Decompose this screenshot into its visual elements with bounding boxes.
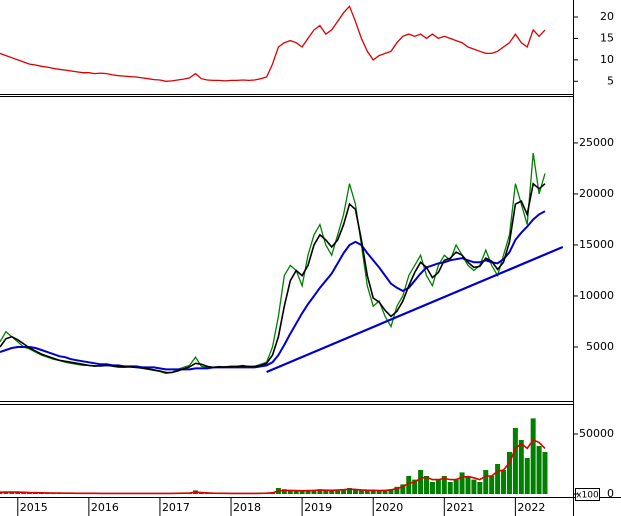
volume-bar (489, 476, 495, 494)
volume-bar (287, 490, 293, 494)
volume-bar (412, 479, 418, 494)
volume-bar (536, 446, 542, 494)
volume-bar (459, 472, 465, 494)
volume-bar (347, 488, 353, 494)
volume-bar (465, 476, 471, 494)
volume-bar (198, 493, 204, 494)
trendline (266, 245, 564, 374)
volume-bar (0, 492, 3, 494)
volume-bar (501, 470, 507, 494)
volume-bar (424, 476, 430, 494)
x-tick-label: 2020 (375, 501, 403, 514)
y-tick-label: 5000 (586, 340, 614, 353)
y-tick-label: 15000 (579, 238, 614, 251)
volume-bar (447, 482, 453, 494)
x-tick-label: 2017 (162, 501, 190, 514)
volume-unit: x100 (576, 491, 599, 501)
volume-bar (471, 479, 477, 494)
ma-long (0, 210, 546, 371)
volume-bar (358, 490, 364, 494)
volume-bar (317, 489, 323, 494)
y-tick-label: 20000 (579, 187, 614, 200)
volume-bar (376, 491, 382, 494)
volume-bar (341, 489, 347, 494)
volume-bar (15, 492, 21, 494)
x-tick-label: 2021 (446, 501, 474, 514)
y-tick-label: 0 (607, 487, 614, 500)
y-tick-label: 10 (600, 53, 614, 66)
volume-bar (418, 470, 424, 494)
volume-bar (281, 489, 287, 494)
price-line (0, 153, 546, 375)
volume-bar (477, 482, 483, 494)
volume-bar (382, 490, 388, 494)
volume-bar (329, 490, 335, 494)
volume-bar (323, 490, 329, 494)
volume-bar (512, 428, 518, 494)
volume-bar (9, 492, 15, 494)
volume-bar (483, 470, 489, 494)
y-tick-label: 10000 (579, 289, 614, 302)
y-tick-label: 5 (607, 74, 614, 87)
ma-short (0, 182, 546, 374)
volume-bar (388, 489, 394, 494)
x-tick-label: 2015 (20, 501, 48, 514)
y-tick-label: 50000 (579, 427, 614, 440)
x-tick-label: 2019 (304, 501, 332, 514)
volume-bar (311, 489, 317, 494)
volume-bar (542, 452, 548, 494)
volume-bar (335, 489, 341, 494)
volume-bar (21, 492, 27, 494)
volume-bar (352, 489, 358, 494)
volume-bar (394, 486, 400, 494)
price-line (0, 5, 546, 82)
volume-bar (305, 490, 311, 494)
x-tick-label: 2022 (517, 501, 545, 514)
volume-bar (435, 479, 441, 494)
y-tick-label: 20 (600, 10, 614, 23)
y-tick-label: 15 (600, 31, 614, 44)
volume-bar (400, 484, 406, 494)
volume-bar (524, 458, 530, 494)
volume-bar (406, 476, 412, 494)
volume-bar (293, 491, 299, 494)
x-tick-label: 2016 (91, 501, 119, 514)
x-tick-label: 2018 (233, 501, 261, 514)
volume-bar (429, 482, 435, 494)
volume-bar (370, 490, 376, 494)
volume-bar (453, 479, 459, 494)
volume-bar (364, 490, 370, 494)
y-tick-label: 25000 (579, 136, 614, 149)
volume-bar (506, 452, 512, 494)
volume-bar (530, 418, 536, 494)
volume-ma (0, 439, 546, 495)
volume-bar (441, 476, 447, 494)
volume-bar (495, 464, 501, 494)
volume-bar (299, 491, 305, 494)
volume-bar (518, 440, 524, 494)
